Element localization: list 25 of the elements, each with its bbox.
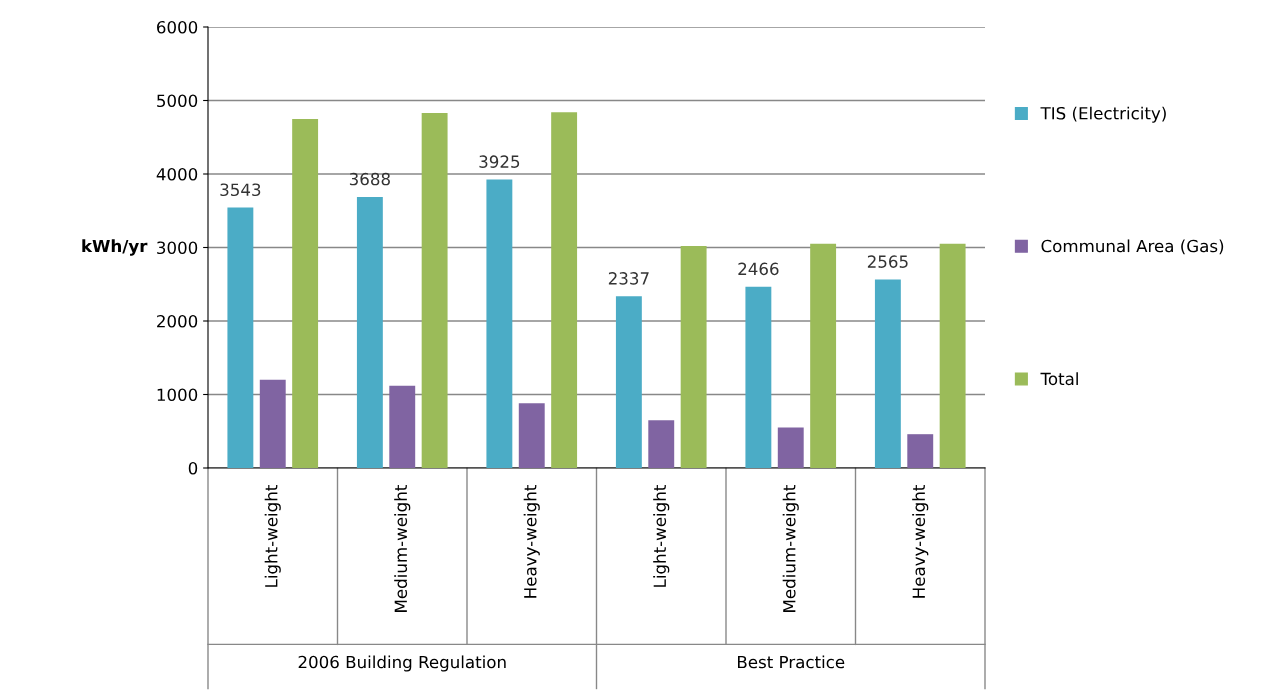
text: 2006 Building Regulation (298, 655, 506, 672)
data-label: 3925 (479, 155, 520, 168)
legend-label: TIS (Electricity) (1040, 106, 1166, 123)
y-tick-label: 5000 (157, 94, 198, 108)
y-tick-label: 1000 (157, 388, 198, 402)
y-tick-label: 6000 (157, 20, 198, 34)
y-tick-label: 4000 (156, 167, 198, 181)
data-label: 3543 (220, 183, 261, 197)
y-axis-title: kWh/yr (82, 239, 148, 256)
y-tick-label: 2000 (157, 314, 198, 328)
y-tick-label: 0 (188, 461, 198, 475)
data-label: 2565 (867, 255, 908, 268)
x-tick-label: Light-weight (653, 485, 670, 587)
text: Best Practice (738, 655, 845, 669)
x-tick-label: Heavy-weight (912, 485, 929, 598)
legend-label: Communal Area (Gas) (1041, 239, 1224, 255)
x-tick-label: Light-weight (264, 485, 281, 587)
y-tick-label: 3000 (157, 241, 198, 255)
legend-label: Total (1040, 372, 1078, 386)
x-tick-label: Heavy-weight (523, 485, 540, 598)
data-label: 2466 (738, 262, 779, 276)
x-tick-label: Medium-weight (782, 485, 799, 612)
data-label: 2337 (608, 272, 649, 285)
x-tick-label: Medium-weight (394, 485, 411, 612)
data-label: 3688 (349, 172, 390, 186)
